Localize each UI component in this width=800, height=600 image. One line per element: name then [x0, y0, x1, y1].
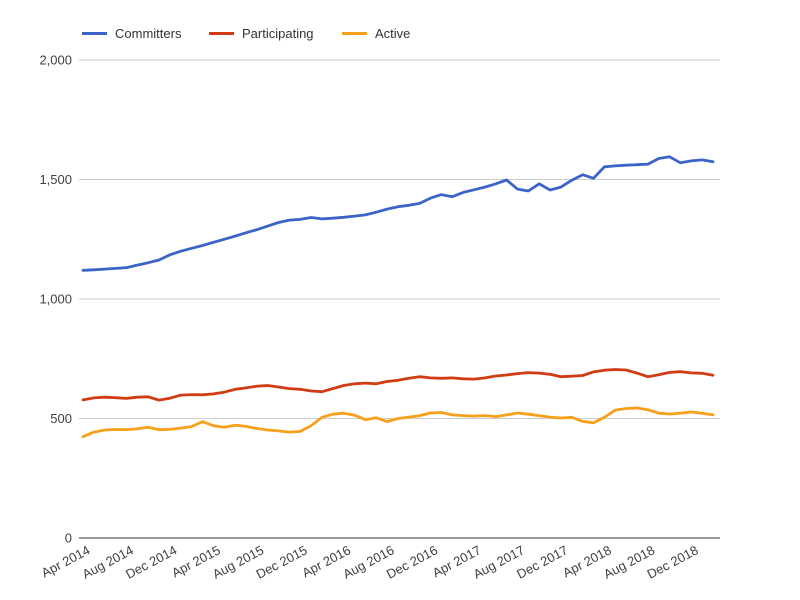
- legend-label: Committers: [115, 25, 182, 41]
- y-tick-label: 0: [65, 531, 72, 546]
- legend-item-participating[interactable]: Participating: [209, 20, 314, 46]
- legend-label: Active: [375, 25, 411, 41]
- y-tick-label: 1,500: [39, 172, 72, 187]
- series-line-active[interactable]: [81, 406, 715, 439]
- legend-item-committers[interactable]: Committers: [82, 20, 181, 46]
- legend-item-active[interactable]: Active: [342, 20, 410, 46]
- y-tick-label: 500: [50, 411, 72, 426]
- series-line-participating[interactable]: [81, 368, 715, 402]
- legend-line-swatch: [209, 31, 234, 35]
- legend-label: Participating: [242, 25, 314, 41]
- y-tick-label: 1,000: [39, 292, 72, 307]
- chart-legend: Committers Participating Active: [0, 20, 800, 46]
- legend-line-swatch: [342, 31, 367, 35]
- legend-line-swatch: [82, 31, 107, 35]
- series-line-committers[interactable]: [81, 155, 715, 272]
- y-tick-label: 2,000: [39, 53, 72, 68]
